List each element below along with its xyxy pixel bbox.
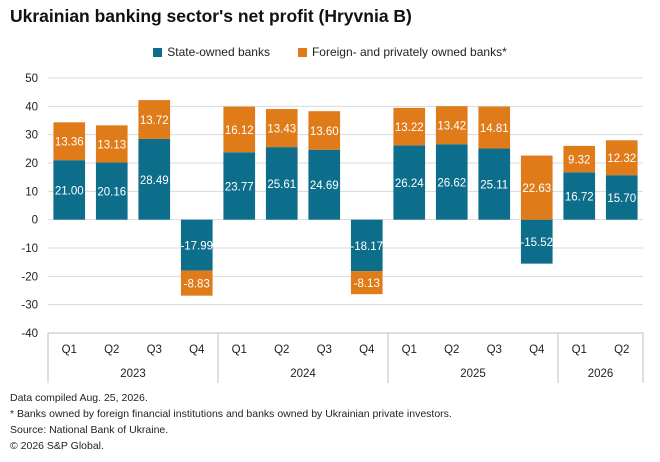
data-label: 20.16 (97, 187, 126, 199)
data-label: 9.32 (568, 155, 590, 167)
legend: State-owned banks Foreign- and privately… (0, 45, 660, 59)
y-tick-label: -10 (21, 243, 38, 255)
data-label: 24.69 (310, 180, 339, 192)
note-date: Data compiled Aug. 25, 2026. (10, 392, 148, 404)
bar-private (478, 106, 511, 149)
x-tick-label: Q3 (317, 344, 332, 356)
data-label: 25.11 (480, 180, 508, 192)
x-group-label: 2025 (460, 368, 486, 380)
bar-state-owned (308, 149, 341, 220)
chart-title: Ukrainian banking sector's net profit (H… (10, 6, 412, 26)
data-label: 13.22 (395, 122, 424, 134)
x-tick-label: Q2 (104, 344, 119, 356)
data-label: 13.36 (55, 137, 84, 149)
bar-state-owned (138, 138, 171, 220)
bar-private (393, 107, 426, 146)
data-label: -15.52 (520, 237, 553, 249)
data-label: 26.62 (437, 177, 466, 189)
bar-state-owned (180, 219, 213, 271)
x-group-label: 2026 (588, 368, 614, 380)
bar-state-owned (435, 144, 468, 220)
x-tick-label: Q1 (402, 344, 417, 356)
data-label: 13.60 (310, 126, 339, 138)
bar-private (350, 271, 383, 295)
note-copyright: © 2026 S&P Global. (10, 440, 104, 452)
bar-state-owned (605, 175, 638, 220)
bar-state-owned (563, 172, 596, 220)
data-label: -8.83 (184, 279, 210, 291)
legend-item-private: Foreign- and privately owned banks* (297, 45, 507, 59)
y-tick-label: 0 (32, 215, 38, 227)
data-label: -17.99 (180, 241, 213, 253)
data-label: 15.70 (607, 193, 636, 205)
x-group-label: 2024 (290, 368, 316, 380)
data-label: 25.61 (267, 179, 296, 191)
y-tick-label: 10 (25, 186, 38, 198)
data-label: -8.13 (354, 278, 380, 290)
data-label: 12.32 (607, 153, 636, 165)
bar-state-owned (520, 219, 553, 264)
data-label: -18.17 (350, 241, 383, 253)
bar-state-owned (95, 162, 128, 220)
y-tick-label: 30 (25, 130, 38, 142)
data-label: 21.00 (55, 185, 84, 197)
data-label: 13.42 (437, 121, 466, 133)
y-tick-label: 20 (25, 158, 38, 170)
x-tick-label: Q1 (62, 344, 77, 356)
bar-private (95, 125, 128, 163)
data-label: 28.49 (140, 175, 169, 187)
bar-private (265, 109, 298, 148)
x-tick-label: Q2 (614, 344, 629, 356)
legend-label-private: Foreign- and privately owned banks* (311, 45, 507, 59)
bar-private (435, 106, 468, 145)
y-tick-label: -20 (21, 271, 38, 283)
data-label: 13.13 (97, 139, 126, 151)
data-label: 23.77 (225, 181, 254, 193)
y-tick-label: 40 (25, 101, 38, 113)
data-label: 14.81 (480, 123, 509, 135)
y-tick-label: -30 (21, 300, 38, 312)
data-label: 16.72 (565, 191, 594, 203)
x-tick-label: Q3 (487, 344, 502, 356)
bar-private (180, 270, 213, 296)
bar-private (223, 106, 256, 153)
bar-private (563, 145, 596, 173)
x-tick-label: Q4 (189, 344, 205, 356)
legend-swatch-state (153, 47, 163, 57)
x-group-label: 2023 (120, 368, 146, 380)
note-source: Source: National Bank of Ukraine. (10, 424, 169, 436)
bar-state-owned (478, 148, 511, 220)
bar-private (605, 140, 638, 176)
y-tick-label: -40 (21, 328, 38, 340)
bar-state-owned (393, 145, 426, 220)
data-label: 22.63 (522, 183, 551, 195)
bar-private (53, 122, 86, 161)
bar-state-owned (350, 219, 383, 272)
bar-chart: -40 -30 -20 -10 0 10 20 30 40 50 21.00 13.36 20.16 13… (21, 73, 644, 383)
bar-private (308, 111, 341, 150)
bar-state-owned (265, 147, 298, 220)
legend-item-state: State-owned banks (153, 45, 270, 59)
x-tick-label: Q1 (572, 344, 587, 356)
x-tick-label: Q4 (529, 344, 545, 356)
note-footnote: * Banks owned by foreign financial insti… (10, 408, 452, 420)
y-tick-label: 50 (25, 73, 38, 85)
bar-state-owned (53, 160, 86, 220)
x-tick-label: Q2 (274, 344, 289, 356)
bar-state-owned (223, 152, 256, 220)
x-tick-label: Q3 (147, 344, 162, 356)
x-tick-label: Q4 (359, 344, 375, 356)
bar-private (138, 100, 171, 139)
data-label: 13.72 (140, 115, 169, 127)
x-tick-label: Q1 (232, 344, 247, 356)
x-tick-label: Q2 (444, 344, 459, 356)
bar-private (520, 155, 553, 220)
notes: Data compiled Aug. 25, 2026. * Banks own… (10, 390, 452, 454)
data-label: 26.24 (395, 178, 424, 190)
legend-label-state: State-owned banks (167, 45, 270, 59)
data-label: 13.43 (267, 124, 296, 136)
data-label: 16.12 (225, 125, 254, 137)
legend-swatch-private (297, 47, 307, 57)
